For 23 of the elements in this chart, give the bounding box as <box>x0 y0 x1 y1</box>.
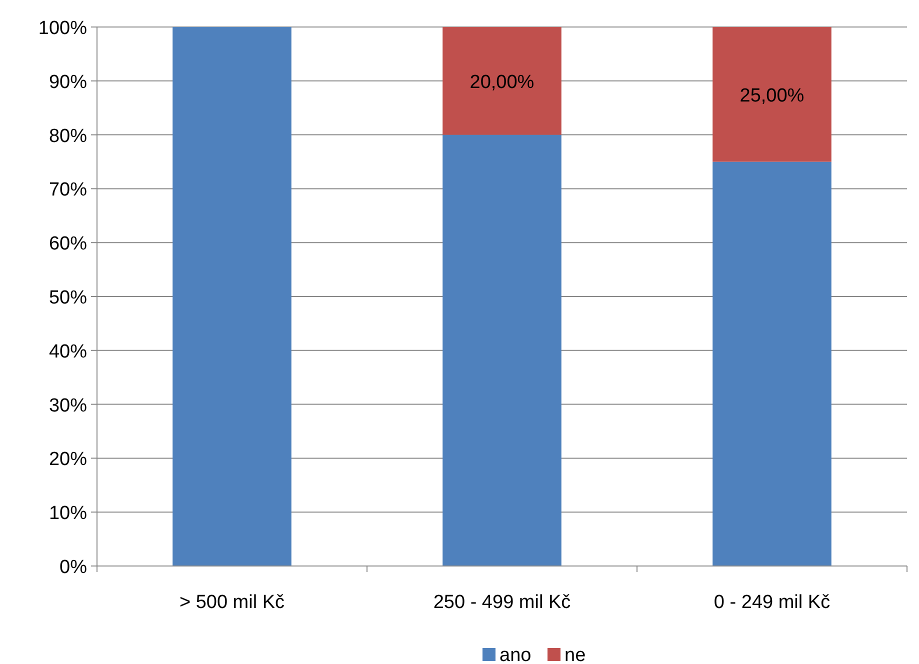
y-tick-label: 70% <box>48 180 88 201</box>
y-tick-label: 50% <box>48 288 88 308</box>
data-label: 20,00% <box>470 72 534 93</box>
legend-label: ano <box>500 645 532 664</box>
y-tick-label: 30% <box>48 395 88 416</box>
x-tick-label: 0 - 249 mil Kč <box>714 592 830 613</box>
x-tick-label: 250 - 499 mil Kč <box>433 592 571 613</box>
data-label: 25,00% <box>740 85 804 106</box>
x-tick-label: > 500 mil Kč <box>179 592 285 613</box>
y-tick-label: 100% <box>38 18 88 39</box>
y-tick-label: 80% <box>48 126 88 147</box>
bar <box>442 27 562 135</box>
bar <box>712 27 832 162</box>
bar <box>442 134 562 566</box>
y-tick-label: 90% <box>48 72 88 93</box>
y-tick-label: 0% <box>60 557 88 578</box>
legend-label: ne <box>564 645 586 664</box>
y-tick-label: 40% <box>48 341 88 362</box>
bar <box>172 27 292 566</box>
y-tick-label: 20% <box>48 449 88 470</box>
y-tick-label: 10% <box>48 503 88 524</box>
y-tick-label: 60% <box>48 234 88 255</box>
bar <box>712 162 832 566</box>
